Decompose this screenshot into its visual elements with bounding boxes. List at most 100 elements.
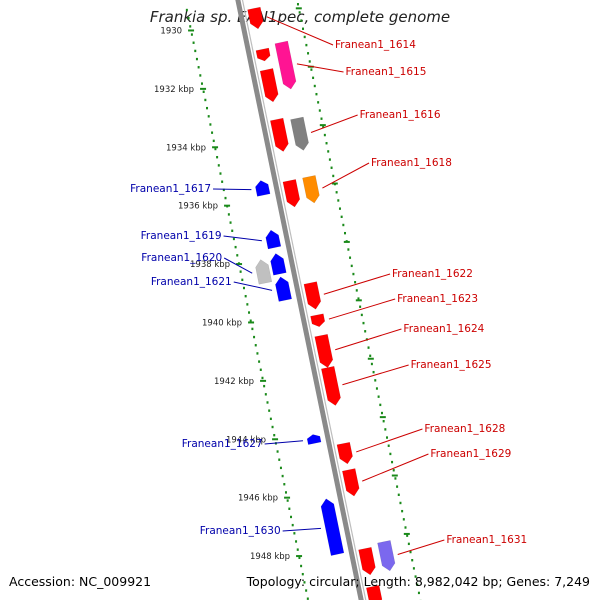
gene-feature-f8[interactable] xyxy=(302,175,320,204)
tick-dot xyxy=(290,515,293,519)
tick-dot xyxy=(300,564,303,568)
gene-label[interactable]: Franean1_1627 xyxy=(182,438,263,450)
gene-feature-f2[interactable] xyxy=(255,47,271,62)
gene-feature-f5[interactable] xyxy=(270,117,289,152)
gene-feature-f22[interactable] xyxy=(358,547,376,576)
gene-feature-f14[interactable] xyxy=(303,281,322,310)
gene-feature-f6[interactable] xyxy=(290,116,309,151)
label-leader-line xyxy=(223,235,262,242)
tick-dot xyxy=(305,589,308,592)
tick-dot xyxy=(219,172,222,175)
tick-dot xyxy=(350,264,353,268)
tick-dot xyxy=(214,147,217,151)
gene-label[interactable]: Franean1_1618 xyxy=(371,157,452,169)
tick-dot xyxy=(283,483,286,486)
tick-dot xyxy=(298,11,301,14)
genome-backbone xyxy=(235,0,367,600)
tick-dot xyxy=(412,567,415,570)
gene-label[interactable]: Franean1_1630 xyxy=(200,525,281,537)
tick-dot xyxy=(352,272,355,276)
gene-label[interactable]: Franean1_1629 xyxy=(430,448,511,460)
gene-feature-f17[interactable] xyxy=(321,366,341,406)
gene-feature-f9[interactable] xyxy=(255,180,271,197)
map-title: Frankia sp. EAN1pec, complete genome xyxy=(149,8,451,26)
gene-label[interactable]: Franean1_1621 xyxy=(151,276,232,288)
tick-dot xyxy=(286,499,289,502)
tick-dot xyxy=(411,559,414,562)
tick-dot xyxy=(268,409,271,412)
tick-label: 1932 kbp xyxy=(154,85,194,95)
tick-dot xyxy=(212,139,215,143)
backbone-line xyxy=(235,0,364,600)
label-leader-line xyxy=(356,428,423,453)
tick-dot xyxy=(359,305,362,308)
tick-dot xyxy=(291,523,294,527)
tick-dot xyxy=(263,384,266,388)
gene-label[interactable]: Franean1_1631 xyxy=(446,534,527,546)
gene-feature-f20[interactable] xyxy=(342,468,360,497)
tick-dot xyxy=(222,188,225,192)
tick-dot xyxy=(281,474,284,478)
gene-feature-f21[interactable] xyxy=(320,498,345,556)
gene-label[interactable]: Franean1_1614 xyxy=(335,39,416,51)
tick-dot xyxy=(369,354,372,358)
tick-dot xyxy=(261,376,264,380)
tick-dot xyxy=(357,297,360,300)
tick-dot xyxy=(318,109,321,112)
tick-dot xyxy=(284,491,287,494)
tick-dot xyxy=(417,591,420,595)
gene-feature-f15[interactable] xyxy=(310,313,326,327)
gene-label[interactable]: Franean1_1624 xyxy=(403,323,484,335)
gene-label[interactable]: Franean1_1620 xyxy=(141,252,222,264)
tick-dot xyxy=(185,8,188,12)
gene-feature-f1[interactable] xyxy=(247,6,264,30)
gene-feature-f10[interactable] xyxy=(265,229,282,250)
tick-dot xyxy=(199,74,202,77)
gene-feature-f18[interactable] xyxy=(306,434,322,445)
gene-label[interactable]: Franean1_1617 xyxy=(130,183,211,195)
tick-dot xyxy=(200,82,203,85)
gene-feature-f16[interactable] xyxy=(314,333,334,368)
gene-feature-f19[interactable] xyxy=(336,441,353,465)
tick-dot xyxy=(364,330,367,333)
tick-dot xyxy=(209,123,212,126)
tick-dot xyxy=(335,191,338,194)
gene-feature-f4[interactable] xyxy=(274,40,297,90)
tick-label: 1938 kbp xyxy=(190,260,230,270)
tick-dot xyxy=(394,477,397,480)
tick-label: 1942 kbp xyxy=(214,377,254,387)
tick-dot xyxy=(234,245,237,249)
tick-dot xyxy=(374,379,377,382)
gene-label[interactable]: Franean1_1625 xyxy=(411,359,492,371)
tick-dot xyxy=(264,393,267,396)
gene-feature-f11[interactable] xyxy=(255,259,273,285)
gene-label[interactable]: Franean1_1622 xyxy=(392,268,473,280)
gene-feature-f3[interactable] xyxy=(259,68,279,103)
gene-feature-f12[interactable] xyxy=(270,253,287,276)
label-leader-line xyxy=(328,298,396,320)
tick-dot xyxy=(312,76,315,80)
tick-dot xyxy=(310,68,313,71)
tick-dot xyxy=(325,142,328,145)
label-leader-line xyxy=(264,440,304,445)
tick-dot xyxy=(401,509,404,513)
gene-label[interactable]: Franean1_1628 xyxy=(424,423,505,435)
tick-dot xyxy=(397,493,400,496)
accession-text: Accession: NC_009921 xyxy=(9,574,152,589)
gene-label[interactable]: Franean1_1616 xyxy=(360,109,441,121)
gene-label[interactable]: Franean1_1619 xyxy=(141,230,222,242)
gene-feature-f23[interactable] xyxy=(377,540,396,572)
label-leader-line xyxy=(335,328,402,351)
gene-feature-f7[interactable] xyxy=(282,179,301,208)
tick-label: 1946 kbp xyxy=(238,494,278,504)
gene-feature-f13[interactable] xyxy=(275,276,292,302)
gene-label[interactable]: Franean1_1615 xyxy=(346,66,427,78)
tick-dot xyxy=(409,550,412,554)
tick-dot xyxy=(315,92,318,96)
tick-dot xyxy=(192,41,195,44)
tick-dot xyxy=(298,556,301,560)
tick-dot xyxy=(295,540,298,543)
tick-dot xyxy=(404,526,407,529)
gene-label[interactable]: Franean1_1623 xyxy=(397,293,478,305)
